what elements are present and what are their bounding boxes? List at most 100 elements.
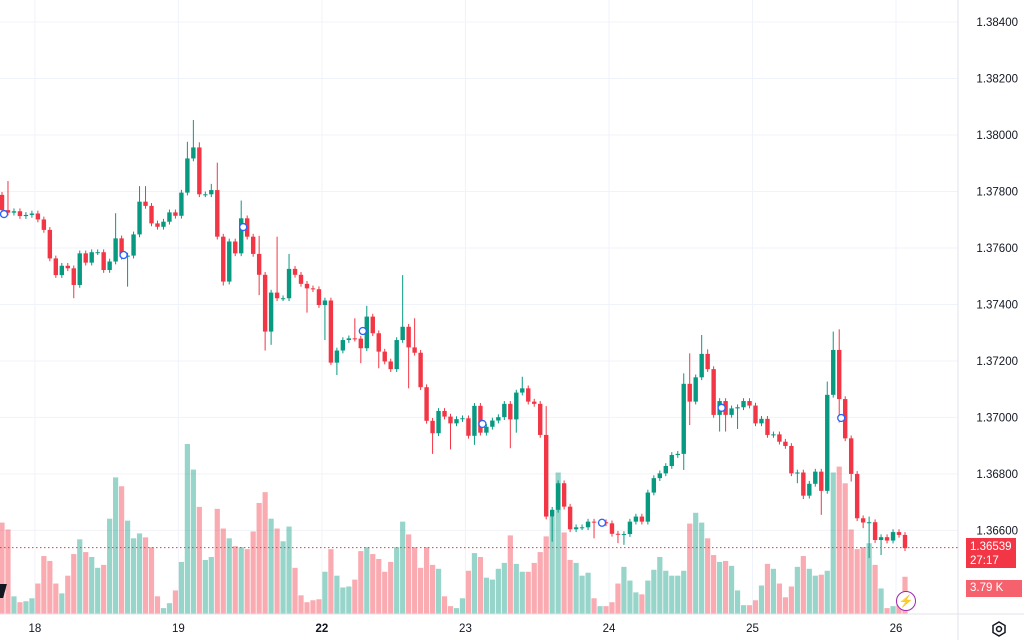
volume-bar bbox=[429, 564, 436, 614]
candle-up bbox=[496, 417, 501, 421]
lightning-icon[interactable]: ⚡ bbox=[896, 591, 916, 611]
volume-bar bbox=[567, 559, 573, 614]
volume-bar bbox=[776, 583, 783, 614]
volume-bar bbox=[83, 552, 89, 614]
candle-up bbox=[394, 340, 399, 370]
candle-up bbox=[579, 527, 585, 529]
bar-countdown: 27:17 bbox=[970, 555, 999, 567]
volume-bar bbox=[447, 606, 454, 614]
volume-bar bbox=[316, 599, 322, 614]
volume-bar bbox=[292, 567, 298, 614]
candle-down bbox=[508, 403, 513, 420]
candle-up bbox=[681, 383, 686, 454]
volume-bar bbox=[746, 605, 753, 614]
candle-down bbox=[442, 410, 447, 417]
volume-bar bbox=[17, 602, 23, 614]
volume-bar bbox=[728, 565, 735, 614]
volume-bar bbox=[310, 600, 316, 614]
candle-up bbox=[322, 300, 328, 306]
volume-bar bbox=[352, 579, 358, 614]
event-marker bbox=[478, 419, 487, 429]
candle-up bbox=[759, 418, 764, 424]
candle-down bbox=[221, 236, 226, 282]
volume-bar bbox=[555, 472, 561, 614]
time-axis[interactable]: 18 19 22 23 24 25 26 bbox=[28, 623, 902, 635]
candle-up bbox=[502, 403, 507, 418]
candle-down bbox=[388, 361, 393, 370]
event-marker bbox=[119, 250, 128, 260]
candle-down bbox=[143, 201, 148, 206]
candle-down bbox=[478, 405, 483, 433]
volume-bar bbox=[543, 536, 549, 614]
volume-bar bbox=[860, 547, 866, 614]
volume-bar bbox=[5, 529, 11, 614]
price-axis[interactable]: 1.38400 1.38200 1.38000 1.37800 1.37600 1.374… bbox=[976, 17, 1018, 537]
candle-down bbox=[328, 300, 334, 363]
candle-down bbox=[298, 274, 304, 284]
candle-down bbox=[532, 401, 537, 404]
candle-up bbox=[131, 234, 136, 256]
volume-bar bbox=[465, 570, 472, 614]
candle-up bbox=[741, 401, 746, 408]
candle-down bbox=[262, 274, 268, 332]
price-tick-label: 1.37200 bbox=[976, 356, 1018, 368]
candle-down bbox=[83, 253, 88, 263]
volume-bar bbox=[722, 560, 729, 614]
candle-down bbox=[310, 288, 316, 290]
candle-down bbox=[837, 349, 842, 400]
volume-bar bbox=[836, 466, 842, 614]
candle-up bbox=[729, 408, 734, 415]
volume-bar bbox=[286, 526, 292, 614]
volume-bar bbox=[764, 563, 771, 614]
volume-bar bbox=[663, 570, 669, 614]
candle-up bbox=[11, 211, 17, 213]
volume-bar bbox=[232, 546, 238, 614]
volume-bar bbox=[639, 594, 645, 614]
volume-bar bbox=[549, 516, 555, 614]
settings-icon[interactable] bbox=[990, 620, 1008, 638]
volume-bar bbox=[711, 555, 717, 614]
candle-up bbox=[520, 388, 525, 393]
candle-up bbox=[627, 521, 633, 535]
candle-down bbox=[872, 522, 878, 541]
volume-bar bbox=[812, 575, 818, 614]
volume-bar bbox=[471, 553, 478, 614]
candle-up bbox=[573, 527, 579, 530]
candle-up bbox=[585, 521, 591, 528]
candle-down bbox=[292, 268, 298, 275]
candle-down bbox=[896, 532, 902, 535]
candle-down bbox=[902, 534, 908, 549]
volume-bar bbox=[609, 602, 615, 614]
candle-up bbox=[699, 353, 704, 378]
volume-bar bbox=[453, 608, 460, 614]
volume-bar bbox=[705, 538, 711, 614]
volume-bar bbox=[579, 575, 585, 614]
last-price-label: 1.36539 27:17 bbox=[966, 538, 1016, 568]
candle-up bbox=[549, 509, 555, 517]
price-tick-label: 1.36600 bbox=[976, 525, 1018, 537]
candle-down bbox=[591, 521, 597, 523]
volume-bar bbox=[615, 583, 621, 614]
candle-down bbox=[119, 238, 124, 257]
event-markers bbox=[0, 209, 846, 527]
candle-up bbox=[693, 377, 698, 402]
candle-up bbox=[191, 147, 196, 159]
candle-down bbox=[747, 401, 752, 406]
candle-up bbox=[59, 265, 65, 276]
candle-down bbox=[789, 445, 794, 474]
volume-bar bbox=[178, 561, 185, 614]
candle-down bbox=[418, 352, 423, 388]
candle-up bbox=[621, 534, 627, 536]
volume-bar bbox=[11, 596, 17, 614]
volume-bar bbox=[107, 518, 113, 614]
candle-up bbox=[735, 407, 740, 409]
volume-bar bbox=[208, 557, 214, 614]
candle-up bbox=[113, 238, 118, 262]
event-marker bbox=[837, 413, 846, 423]
candle-down bbox=[609, 523, 615, 534]
volume-bar bbox=[184, 444, 190, 614]
candle-down bbox=[173, 212, 178, 216]
volume-bar bbox=[238, 547, 244, 614]
candle-down bbox=[424, 387, 429, 421]
